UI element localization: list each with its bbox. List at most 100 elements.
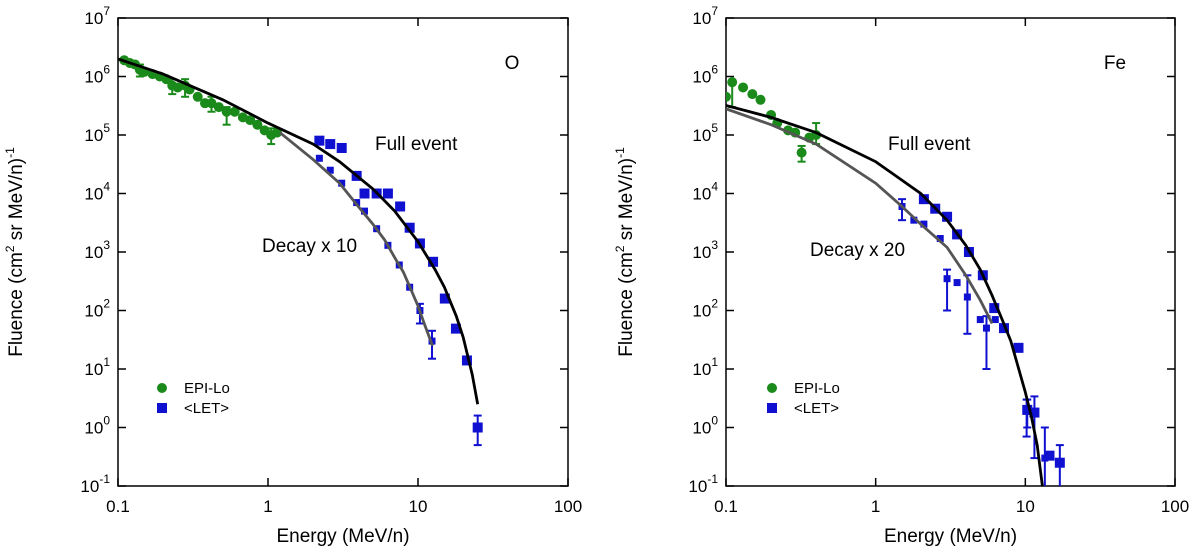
legend-marker <box>767 403 777 413</box>
legend-label: EPI-Lo <box>184 380 230 397</box>
y-axis-label-part: Fluence (cm <box>616 252 637 357</box>
x-axis-label: Energy (MeV/n) <box>884 526 1017 547</box>
y-tick-exponent: 6 <box>711 63 718 77</box>
y-tick-label: 101 <box>84 355 110 379</box>
y-tick-label: 107 <box>84 4 110 28</box>
series <box>726 104 1044 486</box>
y-tick-label: 105 <box>84 121 110 145</box>
data-point <box>910 216 918 224</box>
y-tick-label: 104 <box>84 180 110 204</box>
data-point <box>213 102 224 113</box>
y-tick-base: 10 <box>692 419 711 438</box>
y-tick-exponent: 1 <box>103 355 110 369</box>
data-point <box>461 355 472 366</box>
y-tick-base: 10 <box>692 302 711 321</box>
x-tick-label: 0.1 <box>714 497 738 516</box>
y-tick-base: 10 <box>84 243 103 262</box>
y-tick-label: 104 <box>692 180 718 204</box>
data-point <box>336 142 347 153</box>
y-tick-exponent: 5 <box>711 121 718 135</box>
data-point <box>192 91 203 102</box>
y-axis-label-part: Fluence (cm <box>6 252 27 357</box>
x-tick-label: 10 <box>409 497 428 516</box>
y-tick-base: 10 <box>84 419 103 438</box>
data-point <box>428 256 439 267</box>
legend-marker <box>157 383 167 393</box>
data-point <box>982 324 990 332</box>
fit-curve <box>118 57 480 405</box>
y-tick-label: 10-1 <box>688 472 718 496</box>
x-tick-label: 0.1 <box>106 497 130 516</box>
panel-label: Fe <box>1104 53 1126 74</box>
data-point <box>1044 450 1055 461</box>
curve-label: Full event <box>888 134 971 155</box>
data-point <box>1029 407 1040 418</box>
y-tick-exponent: -1 <box>99 472 110 486</box>
legend-label: <LET> <box>794 400 839 417</box>
y-tick-base: 10 <box>80 477 99 496</box>
data-point <box>1054 457 1065 468</box>
data-point <box>450 323 461 334</box>
fit-curve <box>726 107 994 325</box>
series <box>726 77 822 163</box>
data-point <box>998 323 1009 334</box>
y-tick-label: 10-1 <box>80 472 110 496</box>
series <box>726 107 994 325</box>
y-axis-label: Fluence (cm2 sr MeV/n)-1 <box>3 147 27 357</box>
data-point <box>382 188 393 199</box>
y-tick-exponent: 3 <box>103 238 110 252</box>
y-tick-base: 10 <box>84 9 103 28</box>
series <box>898 198 1049 486</box>
y-tick-base: 10 <box>84 68 103 87</box>
data-point <box>359 188 370 199</box>
y-tick-base: 10 <box>692 243 711 262</box>
y-tick-label: 101 <box>692 355 718 379</box>
panel-label: O <box>505 53 520 74</box>
y-tick-exponent: 4 <box>711 180 718 194</box>
y-tick-base: 10 <box>84 185 103 204</box>
data-point <box>1023 407 1031 415</box>
data-point <box>738 82 749 93</box>
y-axis-label-part: sr MeV/n) <box>616 158 637 246</box>
data-point <box>439 293 450 304</box>
data-point <box>229 106 240 117</box>
data-point <box>338 179 346 187</box>
y-tick-label: 107 <box>692 4 718 28</box>
y-axis-label: Fluence (cm2 sr MeV/n)-1 <box>613 147 637 357</box>
y-axis-label-part: sr MeV/n) <box>6 158 27 246</box>
y-tick-label: 103 <box>692 238 718 262</box>
data-point <box>326 166 334 174</box>
y-tick-base: 10 <box>692 68 711 87</box>
data-point <box>991 316 999 324</box>
data-point <box>245 115 256 126</box>
data-point <box>252 119 263 130</box>
data-point <box>315 154 323 162</box>
y-tick-base: 10 <box>692 126 711 145</box>
data-point <box>755 94 766 105</box>
series <box>118 57 480 405</box>
y-tick-base: 10 <box>84 360 103 379</box>
data-point <box>404 222 415 233</box>
data-point <box>920 220 928 228</box>
curve-label: Full event <box>375 134 458 155</box>
y-tick-exponent: 1 <box>711 355 718 369</box>
y-tick-label: 100 <box>692 414 718 438</box>
data-point <box>936 235 944 243</box>
data-point <box>272 127 283 138</box>
y-tick-exponent: 0 <box>711 414 718 428</box>
y-axis-label-part: -1 <box>613 147 627 158</box>
data-point <box>953 279 961 287</box>
legend-marker <box>767 383 777 393</box>
data-point <box>989 303 1000 314</box>
data-point <box>747 89 758 100</box>
y-axis-label-part: 2 <box>3 245 17 252</box>
y-axis-label-part: 2 <box>613 245 627 252</box>
y-tick-label: 103 <box>84 238 110 262</box>
data-point <box>1041 454 1049 462</box>
y-tick-label: 106 <box>692 63 718 87</box>
x-tick-label: 1 <box>871 497 880 516</box>
x-tick-label: 10 <box>1016 497 1035 516</box>
series <box>278 131 434 347</box>
y-tick-label: 100 <box>84 414 110 438</box>
